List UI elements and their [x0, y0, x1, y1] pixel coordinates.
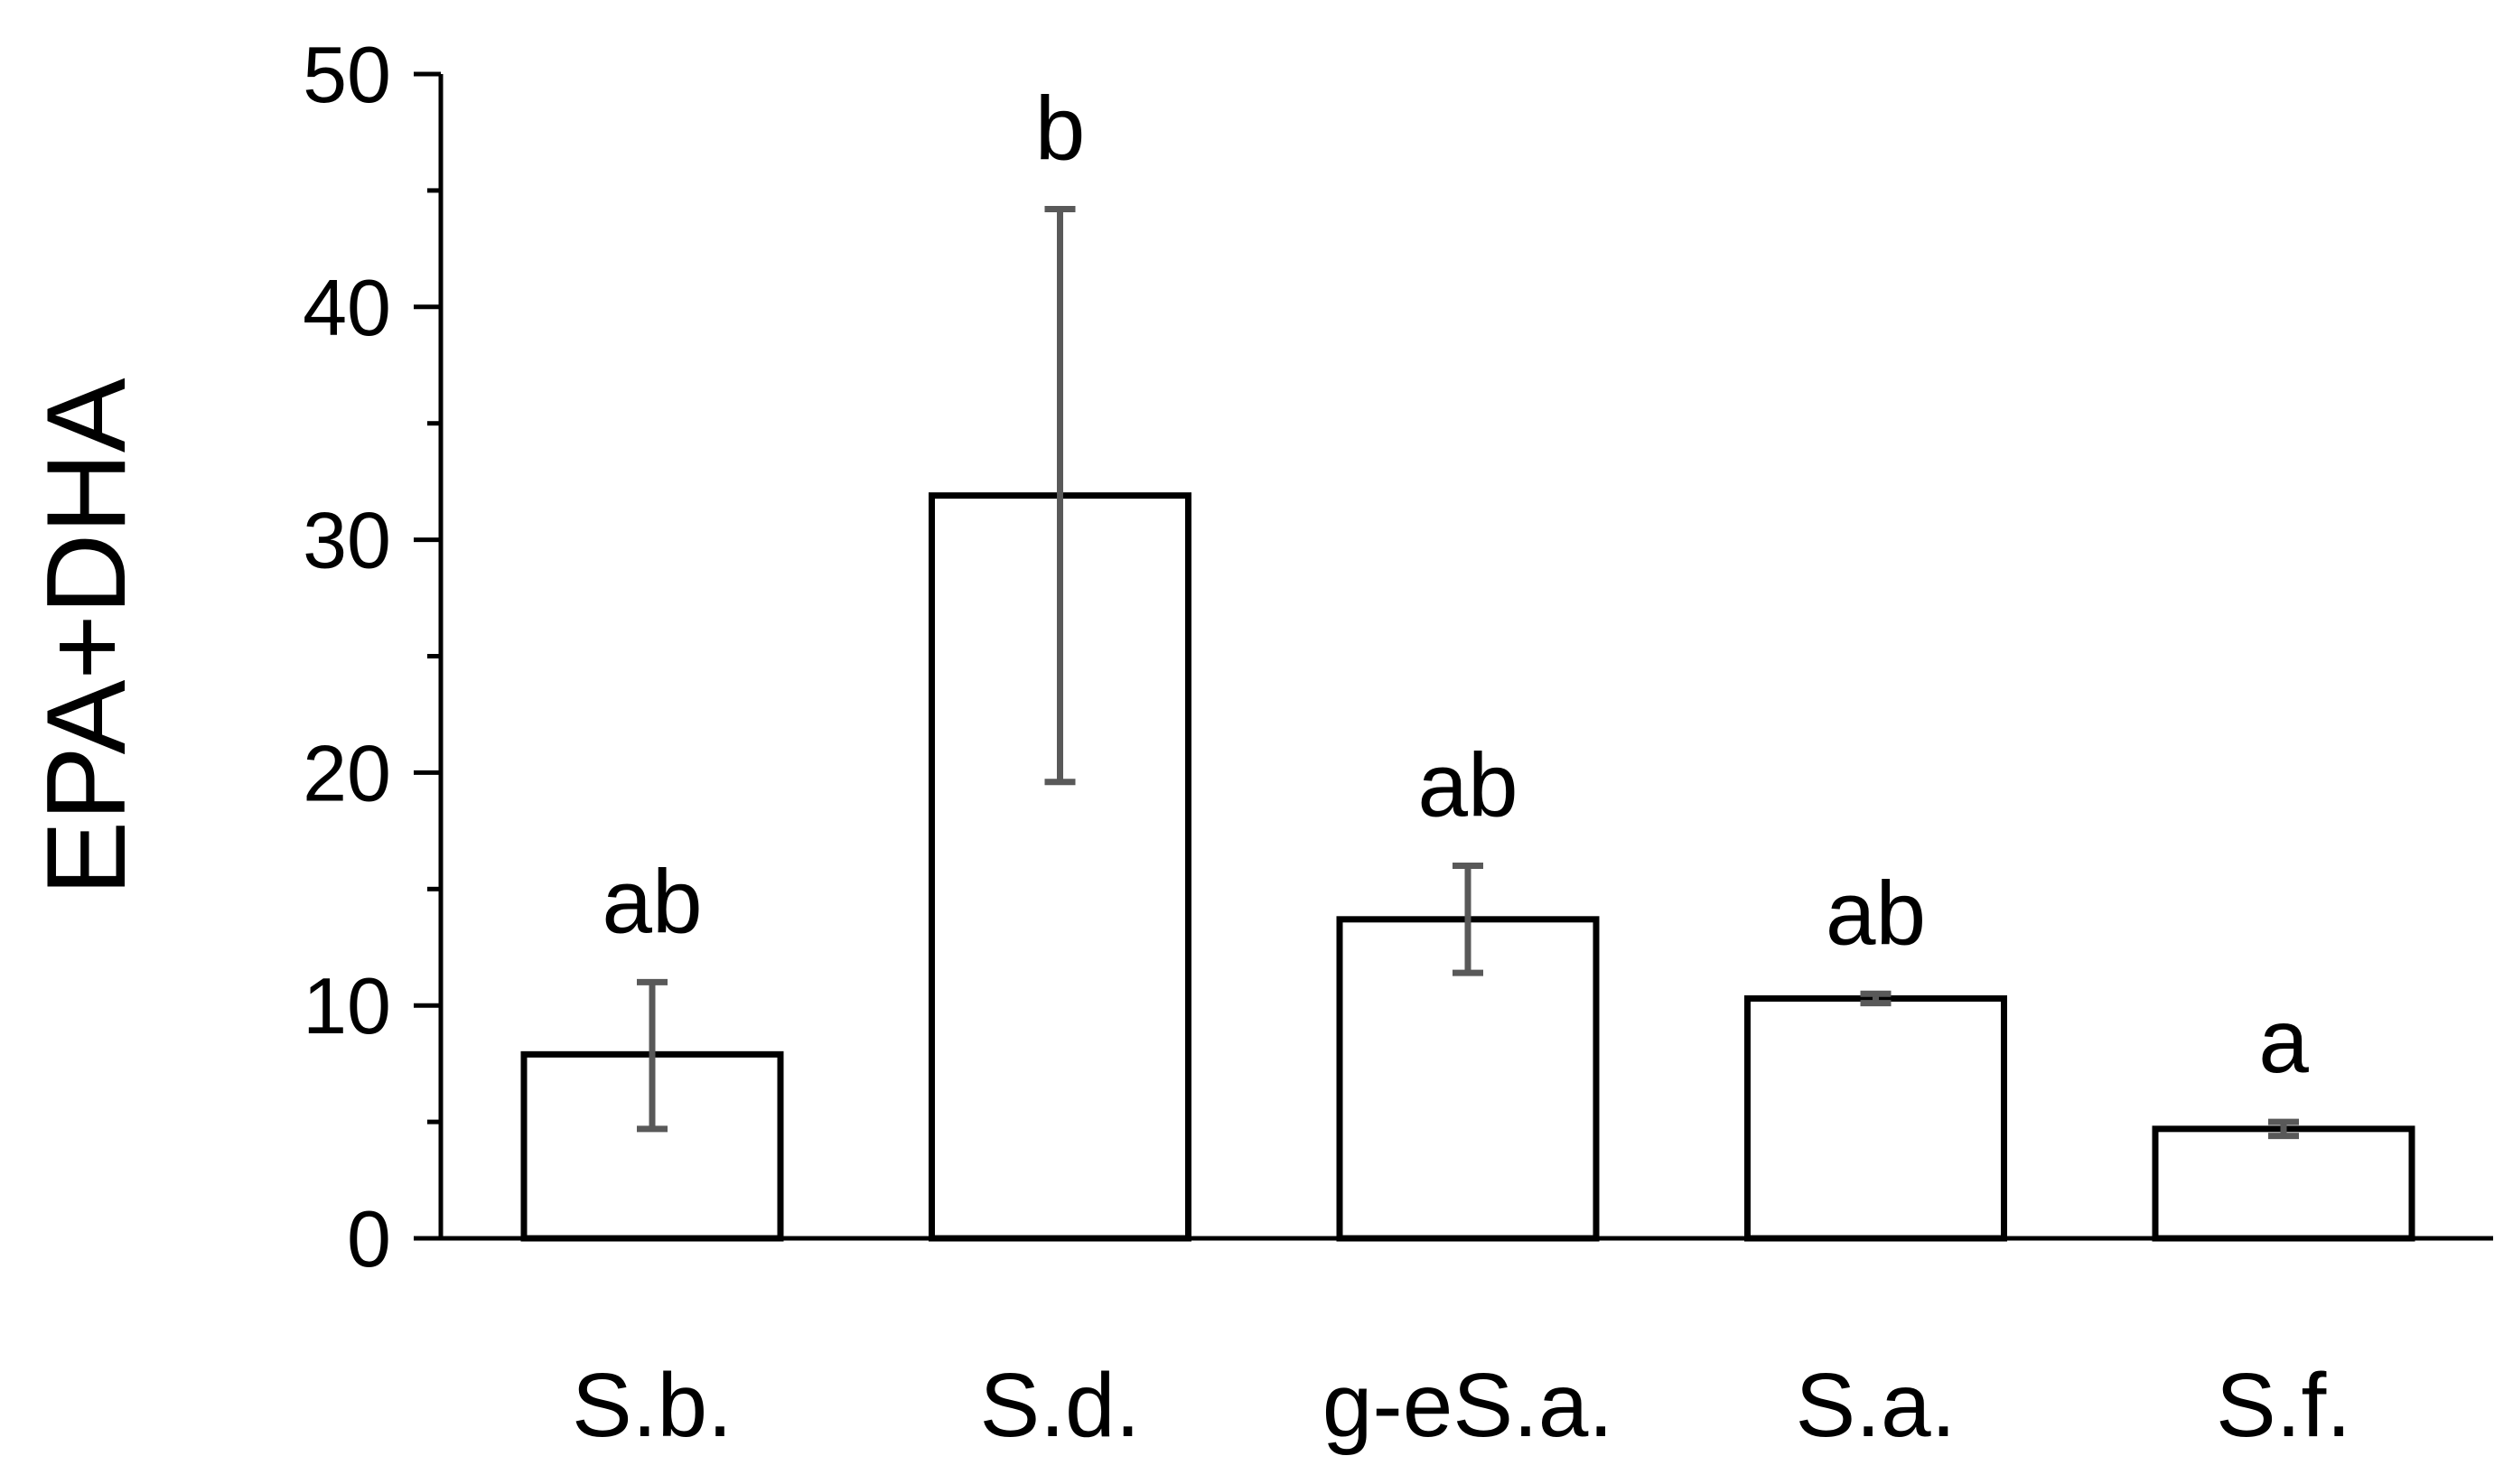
- x-category-label: S.b.: [572, 1355, 733, 1456]
- x-axis: S.b. S.d. g-eS.a. S.a. S.f.: [414, 1236, 2493, 1456]
- y-tick-label: 0: [347, 1194, 391, 1283]
- bar: [2152, 1125, 2415, 1242]
- y-tick-label: 10: [303, 961, 391, 1050]
- significance-label: ab: [1417, 735, 1518, 836]
- y-axis: 0 10 20 30 40 50: [303, 30, 444, 1283]
- x-category-label: g-eS.a.: [1322, 1355, 1613, 1456]
- x-category-label: S.a.: [1796, 1355, 1957, 1456]
- y-tick-label: 20: [303, 728, 391, 817]
- y-axis-title: EPA+DHA: [24, 378, 149, 895]
- x-category-label: S.d.: [980, 1355, 1141, 1456]
- significance-labels-group: ab b ab ab a: [602, 79, 2309, 1093]
- significance-label: ab: [1826, 863, 1926, 964]
- error-bars-group: [637, 206, 2299, 1140]
- significance-label: a: [2258, 991, 2309, 1092]
- y-tick-label: 50: [303, 30, 391, 119]
- bar: [1744, 994, 2007, 1242]
- y-tick-label: 30: [303, 496, 391, 585]
- y-tick-label: 40: [303, 263, 391, 352]
- x-category-label: S.f.: [2216, 1355, 2351, 1456]
- significance-label: ab: [602, 851, 702, 952]
- significance-label: b: [1035, 79, 1086, 180]
